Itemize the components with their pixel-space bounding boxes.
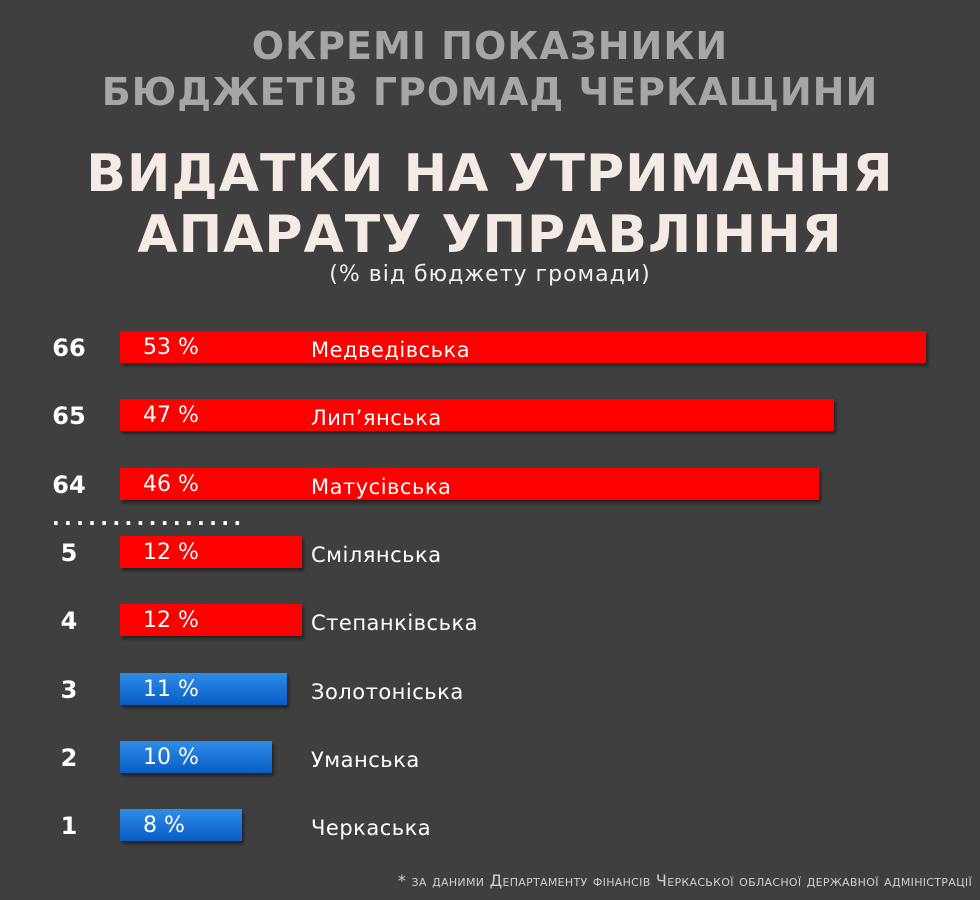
separator-dots: ................: [52, 506, 246, 530]
bar: [120, 741, 272, 773]
chart-row: 64 46 % Матусівська: [0, 468, 980, 508]
bar: [120, 673, 287, 705]
subtitle: (% від бюджету громади): [329, 262, 651, 287]
header-title-line2: БЮДЖЕТІВ ГРОМАД ЧЕРКАЩИНИ: [101, 70, 879, 114]
community-name: Золотоніська: [311, 680, 464, 704]
rank-label: 3: [60, 676, 78, 704]
main-title-line2: АПАРАТУ УПРАВЛІННЯ: [137, 205, 843, 265]
rank-label: 1: [60, 812, 78, 840]
chart-row: 1 8 % Черкаська: [0, 809, 980, 849]
chart-row: 2 10 % Уманська: [0, 741, 980, 781]
community-name: Матусівська: [311, 475, 452, 499]
bar: [120, 536, 302, 568]
community-name: Уманська: [311, 748, 420, 772]
footnote: * за даними Департаменту фінансів Черкас…: [397, 871, 972, 890]
bar: [120, 604, 302, 636]
value-label: 12 %: [143, 608, 199, 633]
community-name: Медведівська: [311, 338, 471, 362]
rank-label: 64: [52, 471, 86, 499]
value-label: 46 %: [143, 472, 199, 497]
rank-label: 2: [60, 744, 78, 772]
rank-label: 4: [60, 607, 78, 635]
rank-label: 65: [52, 402, 86, 430]
community-name: Смілянська: [311, 543, 442, 567]
value-label: 11 %: [143, 677, 199, 702]
value-label: 10 %: [143, 745, 199, 770]
community-name: Черкаська: [311, 816, 432, 840]
chart-row: 4 12 % Степанківська: [0, 604, 980, 644]
value-label: 53 %: [143, 335, 199, 360]
value-label: 12 %: [143, 540, 199, 565]
chart-row: 65 47 % Лип’янська: [0, 399, 980, 439]
bar: [120, 809, 242, 841]
chart-row: 66 53 % Медведівська: [0, 331, 980, 371]
chart-row: 3 11 % Золотоніська: [0, 673, 980, 713]
main-title-line1: ВИДАТКИ НА УТРИМАННЯ: [86, 144, 894, 204]
chart-row: 5 12 % Смілянська: [0, 536, 980, 576]
bar: [120, 331, 926, 363]
community-name: Лип’янська: [311, 406, 442, 430]
header-title-line1: ОКРЕМІ ПОКАЗНИКИ: [251, 24, 729, 68]
rank-label: 5: [60, 539, 78, 567]
bar: [120, 468, 819, 500]
bar: [120, 399, 834, 431]
value-label: 8 %: [143, 813, 185, 838]
rank-label: 66: [52, 334, 86, 362]
community-name: Степанківська: [311, 611, 479, 635]
value-label: 47 %: [143, 403, 199, 428]
